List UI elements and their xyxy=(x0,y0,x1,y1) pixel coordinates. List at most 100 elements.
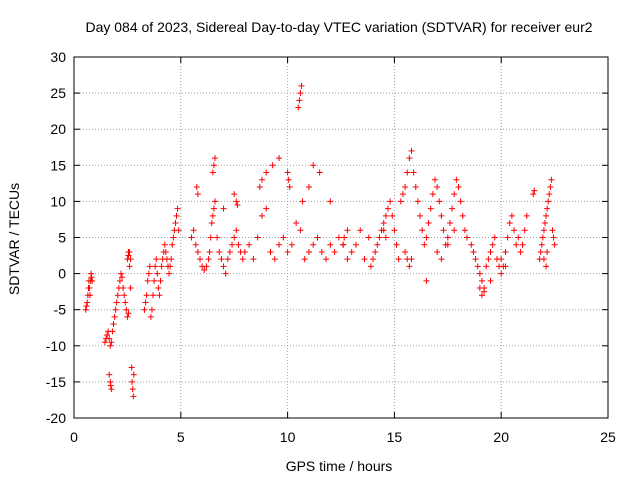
data-point xyxy=(310,162,317,169)
data-point xyxy=(318,248,325,255)
data-point xyxy=(174,205,181,212)
data-point xyxy=(449,205,456,212)
data-point xyxy=(210,162,217,169)
data-point xyxy=(301,256,308,263)
data-point xyxy=(84,299,91,306)
data-point xyxy=(167,263,174,270)
data-point xyxy=(543,212,550,219)
data-point xyxy=(169,241,176,248)
data-point xyxy=(127,256,134,263)
data-point xyxy=(316,169,323,176)
data-point xyxy=(224,256,231,263)
data-point xyxy=(545,198,552,205)
data-point xyxy=(280,234,287,241)
data-point xyxy=(151,277,158,284)
data-point xyxy=(531,187,538,194)
data-point xyxy=(551,241,558,248)
data-point xyxy=(476,285,483,292)
data-point xyxy=(502,263,509,270)
data-point xyxy=(188,234,195,241)
y-tick-label: 15 xyxy=(50,157,66,173)
data-point xyxy=(423,277,430,284)
data-point xyxy=(148,306,155,313)
data-point xyxy=(327,241,334,248)
data-point xyxy=(166,270,173,277)
data-point xyxy=(436,198,443,205)
data-point xyxy=(285,176,292,183)
data-point xyxy=(517,248,524,255)
data-point xyxy=(451,227,458,234)
data-point xyxy=(156,292,163,299)
data-point xyxy=(235,241,242,248)
data-point xyxy=(150,292,157,299)
data-point xyxy=(125,310,132,317)
data-point xyxy=(88,274,95,281)
x-tick-label: 0 xyxy=(70,429,78,445)
data-point xyxy=(170,234,177,241)
data-point xyxy=(478,292,485,299)
y-tick-label: 10 xyxy=(50,193,66,209)
data-point xyxy=(550,234,557,241)
data-point xyxy=(104,331,111,338)
data-point xyxy=(459,212,466,219)
data-point xyxy=(408,147,415,154)
data-point xyxy=(241,248,248,255)
data-point xyxy=(218,256,225,263)
data-point xyxy=(82,306,89,313)
data-point xyxy=(211,155,218,162)
data-point xyxy=(498,256,505,263)
data-point xyxy=(434,183,441,190)
data-point xyxy=(239,256,246,263)
data-point xyxy=(549,227,556,234)
y-tick-label: -5 xyxy=(54,302,67,318)
data-point xyxy=(539,234,546,241)
data-point xyxy=(504,234,511,241)
data-point xyxy=(107,342,114,349)
data-points xyxy=(82,82,558,400)
data-point xyxy=(470,248,477,255)
data-point xyxy=(145,270,152,277)
data-point xyxy=(457,198,464,205)
data-point xyxy=(352,241,359,248)
data-point xyxy=(203,263,210,270)
y-tick-label: 0 xyxy=(58,266,66,282)
data-point xyxy=(547,183,554,190)
chart-title: Day 084 of 2023, Sidereal Day-to-day VTE… xyxy=(85,19,592,35)
data-point xyxy=(372,248,379,255)
data-point xyxy=(382,212,389,219)
x-tick-label: 20 xyxy=(493,429,509,445)
data-point xyxy=(314,234,321,241)
data-point xyxy=(207,234,214,241)
data-point xyxy=(323,256,330,263)
data-point xyxy=(107,382,114,389)
data-point xyxy=(382,234,389,241)
data-point xyxy=(478,277,485,284)
data-point xyxy=(498,270,505,277)
data-point xyxy=(129,378,136,385)
data-point xyxy=(487,248,494,255)
data-point xyxy=(209,169,216,176)
data-point xyxy=(194,248,201,255)
data-point xyxy=(250,256,257,263)
data-point xyxy=(147,313,154,320)
data-point xyxy=(271,256,278,263)
data-point xyxy=(231,234,238,241)
data-point xyxy=(114,292,121,299)
y-tick-label: -10 xyxy=(46,338,66,354)
data-point xyxy=(387,198,394,205)
data-point xyxy=(423,234,430,241)
data-point xyxy=(487,277,494,284)
data-point xyxy=(267,248,274,255)
data-point xyxy=(444,241,451,248)
data-point xyxy=(106,371,113,378)
data-point xyxy=(190,227,197,234)
data-point xyxy=(468,241,475,248)
x-tick-label: 5 xyxy=(177,429,185,445)
data-point xyxy=(162,248,169,255)
data-point xyxy=(297,90,304,97)
data-point xyxy=(158,263,165,270)
data-point xyxy=(440,227,447,234)
data-point xyxy=(380,227,387,234)
data-point xyxy=(86,285,93,292)
